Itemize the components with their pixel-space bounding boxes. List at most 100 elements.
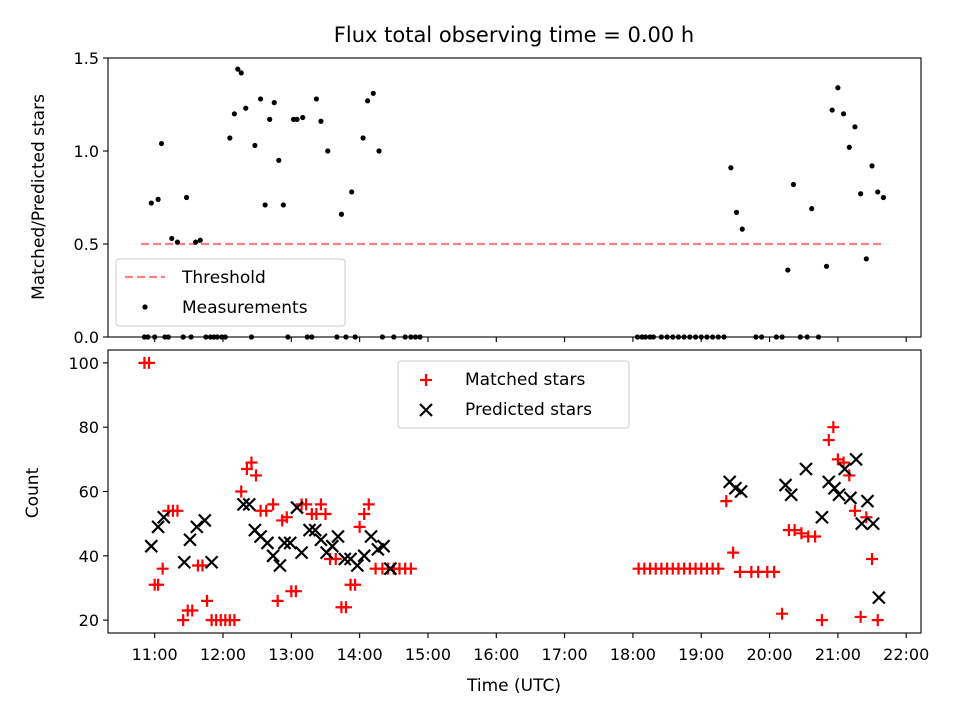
- measurement-point: [846, 144, 852, 150]
- top-y-tick-label: 0.5: [74, 235, 99, 254]
- predicted-star-point: [849, 452, 863, 467]
- matched-star-point: [271, 594, 284, 607]
- top-y-tick-label: 1.0: [74, 142, 99, 161]
- matched-star-point: [142, 356, 155, 369]
- bottom-y-axis-label: Count: [23, 467, 43, 518]
- matched-star-point: [809, 530, 822, 543]
- measurement-point: [169, 235, 175, 242]
- matched-star-point: [156, 562, 169, 575]
- matched-star-point: [362, 498, 375, 511]
- predicted-star-point: [144, 539, 159, 553]
- bottom-y-tick-label: 60: [79, 483, 99, 502]
- predicted-star-point: [872, 590, 886, 605]
- bottom-x-axis: 11:00 12:00 13:00 14:00 15:00 16:00 17:00 18:00…: [132, 633, 929, 664]
- matched-star-point: [854, 610, 867, 623]
- predicted-star-point: [832, 487, 846, 502]
- matched-star-point: [186, 604, 199, 617]
- predicted-star-point: [325, 539, 340, 553]
- top-panel: 0.0 0.5 1.0 1.5 Matched/Predicted stars Thr…: [29, 49, 922, 347]
- predicted-star-point: [376, 539, 391, 553]
- measurement-point: [174, 239, 181, 245]
- matched-star-point: [314, 498, 327, 511]
- legend-measurements-swatch: [142, 304, 148, 310]
- measurement-point: [257, 96, 264, 102]
- x-tick-label: 15:00: [405, 645, 451, 664]
- predicted-star-point: [294, 545, 309, 560]
- matched-star-point: [720, 495, 733, 508]
- x-tick-label: 18:00: [610, 645, 656, 664]
- x-tick-label: 16:00: [473, 645, 519, 664]
- bottom-y-tick-label: 80: [79, 418, 99, 437]
- predicted-star-point: [236, 497, 251, 512]
- predicted-star-point: [860, 494, 875, 508]
- matched-stars-layer: [138, 356, 884, 627]
- measurement-point: [863, 256, 869, 262]
- measurement-point: [280, 202, 286, 208]
- bottom-y-tick-label: 40: [79, 547, 99, 566]
- top-legend-box: [115, 258, 346, 327]
- measurement-point: [243, 105, 249, 111]
- predicted-star-point: [815, 510, 829, 525]
- measurement-point: [197, 237, 203, 243]
- measurement-point: [858, 191, 864, 197]
- predicted-star-point: [383, 561, 398, 576]
- predicted-star-point: [273, 558, 287, 573]
- measurement-point: [790, 181, 797, 188]
- x-tick-label: 11:00: [132, 645, 178, 664]
- measurement-point: [227, 135, 233, 141]
- measurement-point: [231, 111, 237, 117]
- predicted-star-point: [843, 491, 858, 505]
- matched-star-point: [349, 578, 362, 591]
- measurements-layer: [141, 66, 887, 340]
- predicted-star-point: [799, 462, 813, 476]
- measurement-point: [880, 194, 887, 201]
- predicted-star-point: [242, 497, 256, 512]
- matched-star-point: [196, 559, 209, 572]
- top-x-axis: [154, 337, 907, 342]
- predicted-star-point: [784, 487, 798, 502]
- measurement-point: [875, 189, 881, 195]
- measurement-point: [148, 200, 154, 206]
- matched-star-point: [712, 562, 725, 575]
- matched-star-point: [300, 498, 313, 511]
- measurement-point: [271, 100, 277, 106]
- legend-predicted-label: Predicted stars: [465, 400, 592, 420]
- predicted-star-point: [314, 532, 328, 547]
- matched-star-point: [353, 520, 366, 533]
- measurement-point: [809, 206, 815, 212]
- measurement-point: [238, 70, 244, 76]
- predicted-star-point: [266, 549, 280, 563]
- matched-star-point: [260, 504, 273, 517]
- measurement-point: [325, 148, 331, 154]
- measurement-point: [193, 239, 199, 245]
- measurement-point: [829, 107, 835, 113]
- legend-threshold-label: Threshold: [181, 268, 266, 288]
- measurement-point: [300, 114, 306, 121]
- bottom-legend: Matched stars Predicted stars: [397, 360, 630, 429]
- matched-star-point: [235, 485, 248, 498]
- matched-star-point: [152, 578, 165, 591]
- predicted-star-point: [357, 549, 371, 563]
- measurement-point: [267, 116, 273, 122]
- measurement-point: [252, 142, 258, 149]
- measurement-point: [733, 209, 740, 215]
- measurement-point: [365, 98, 371, 104]
- measurement-point: [318, 118, 324, 124]
- measurement-point: [376, 148, 382, 154]
- predicted-star-point: [290, 500, 304, 515]
- predicted-star-point: [183, 532, 197, 547]
- matched-star-point: [815, 614, 828, 627]
- bottom-y-tick-label: 20: [79, 611, 99, 630]
- predicted-star-point: [277, 536, 292, 550]
- top-y-tick-label: 0.0: [74, 328, 99, 347]
- predicted-star-point: [157, 510, 171, 525]
- matched-star-point: [339, 601, 352, 614]
- legend-measurements-label: Measurements: [182, 298, 308, 318]
- predicted-star-point: [283, 536, 297, 550]
- matched-star-point: [843, 469, 856, 482]
- predicted-star-point: [827, 481, 842, 496]
- matched-star-point: [768, 565, 781, 578]
- predicted-star-point: [364, 529, 378, 544]
